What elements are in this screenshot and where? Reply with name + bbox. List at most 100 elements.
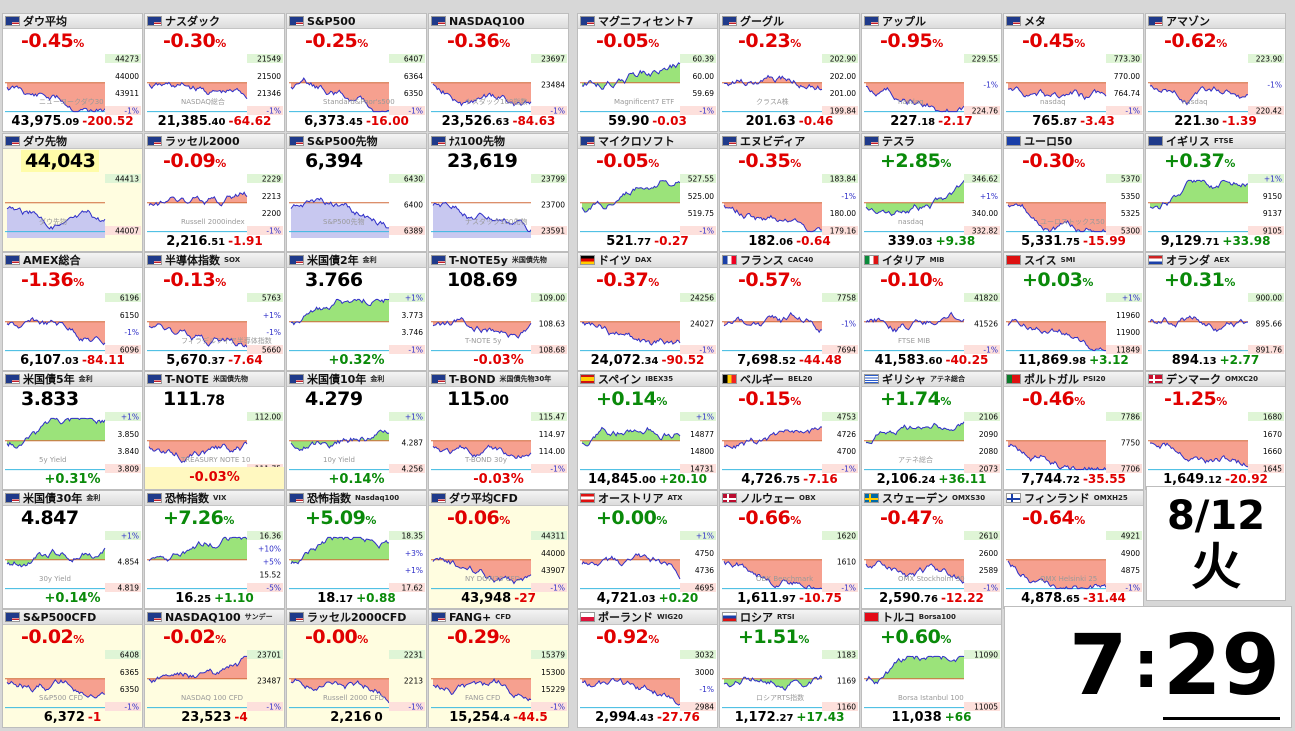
tile-main-value: -0.05% bbox=[596, 30, 659, 52]
chart-level-label: 6350 bbox=[120, 685, 139, 694]
market-tile[interactable]: T-NOTE5y 米国債先物 108.69 T-NOTE 5y 109.00 108.63… bbox=[428, 252, 569, 371]
tile-title: ノルウェー bbox=[740, 492, 795, 505]
tile-main-value: +0.14% bbox=[596, 388, 667, 410]
market-tile[interactable]: デンマーク OMXC20 -1.25% 1680 1670 1660 1645 1,649.1… bbox=[1145, 371, 1286, 490]
market-tile[interactable]: イギリス FTSE +0.37% +1% 9150 9137 9105 9,129.71 +33… bbox=[1145, 133, 1286, 252]
market-tile[interactable]: ギリシャ アテネ総合 +1.74% アテネ総合 2106 2090 2080 2073 2,10… bbox=[861, 371, 1002, 490]
market-tile[interactable]: メタ -0.45% nasdaq 773.30 770.00 764.74 -1% 765.8… bbox=[1003, 13, 1144, 132]
market-tile[interactable]: 恐怖指数 VIX +7.26% 16.36 +10% +5% 15.52 -5% 16.25 +1… bbox=[144, 490, 285, 609]
market-tile[interactable]: フィンランド OMXH25 -0.64% OMX Helsinki 25 4921 490… bbox=[1003, 490, 1144, 609]
market-tile[interactable]: ダウ平均 -0.45% ニューヨークダウ30 44273 44000 43911 -1% 43… bbox=[2, 13, 143, 132]
market-tile[interactable]: ユーロ50 -0.30% ユーロストックス50 5370 5350 5325 5300 5,3… bbox=[1003, 133, 1144, 252]
tile-header: S&P500 bbox=[287, 14, 426, 29]
market-tile[interactable]: エヌビディア -0.35% 183.84 -1% 180.00 179.16 182.06-… bbox=[719, 133, 860, 252]
percent-sign: % bbox=[790, 276, 801, 289]
market-tile[interactable]: マグニフィセント7 -0.05% Magnificent7 ETF 60.39 60.0… bbox=[577, 13, 718, 132]
market-tile[interactable]: ドイツ DAX -0.37% 24256 24027 -1% 24,072.34 -90.52 bbox=[577, 252, 718, 371]
market-tile[interactable]: ラッセル2000 -0.09% Russell 2000index 2229 2213 2… bbox=[144, 133, 285, 252]
tile-main-value: -0.46% bbox=[1022, 388, 1085, 410]
market-tile[interactable]: オーストリア ATX +0.00% +1% 4750 4736 4695 4,721.03 +0… bbox=[577, 490, 718, 609]
market-tile[interactable]: NASDAQ100 サンデー -0.02% NASDAQ 100 CFD 23701 23… bbox=[144, 609, 285, 728]
market-tile[interactable]: ダウ平均CFD -0.06% NY DOW30 CFD 44311 44000 43907… bbox=[428, 490, 569, 609]
chart-price-line bbox=[1007, 86, 1107, 101]
last-price-dec: .98 bbox=[1068, 356, 1087, 367]
us-flag-icon bbox=[147, 374, 162, 384]
chart-price-line bbox=[290, 77, 390, 113]
market-tile[interactable]: ポルトガル PSI20 -0.46% 7786 7750 7706 7,744.72 -35.… bbox=[1003, 371, 1144, 490]
chart-level-label: 44311 bbox=[541, 532, 565, 541]
last-price-int: 59.90 bbox=[608, 114, 650, 129]
market-tile[interactable]: イタリア MIB -0.10% FTSE MIB 41820 41526 -1% 41,583… bbox=[861, 252, 1002, 371]
market-tile[interactable]: FANG+ CFD -0.29% FANG CFD 15379 15300 15229 -1%… bbox=[428, 609, 569, 728]
chart-area bbox=[866, 180, 964, 216]
market-tile[interactable]: 米国債5年 金利 3.833 5y Yield +1% 3.850 3.840 3.809 +0… bbox=[2, 371, 143, 490]
market-tile[interactable]: S&P500 -0.25% Standard&Poor's500 6407 6364 63… bbox=[286, 13, 427, 132]
market-tile[interactable]: ナスダック -0.30% NASDAQ総合 21549 21500 21346 -1% 21,… bbox=[144, 13, 285, 132]
tile-header: イギリス FTSE bbox=[1146, 134, 1285, 149]
market-tile[interactable]: 米国債30年 金利 4.847 30y Yield +1% 4.854 4.819 +0.14… bbox=[2, 490, 143, 609]
market-tile[interactable]: スイス SMI +0.03% +1% 11960 11900 11849 11,869.98 +… bbox=[1003, 252, 1144, 371]
market-tile[interactable]: オランダ AEX +0.31% 900.00 895.66 891.76 894.13 +2.… bbox=[1145, 252, 1286, 371]
last-price-dec: .18 bbox=[917, 117, 936, 128]
chart-price-line bbox=[865, 311, 965, 333]
us-flag-icon bbox=[5, 493, 20, 503]
market-tile[interactable]: 米国債10年 金利 4.279 10y Yield +1% 4.287 4.256 +0.14… bbox=[286, 371, 427, 490]
market-tile[interactable]: S&P500先物 6,394 S&P500先物 6430 6400 6389 bbox=[286, 133, 427, 252]
market-tile[interactable]: S&P500CFD -0.02% S&P500 CFD 6408 6365 6350 -1%… bbox=[2, 609, 143, 728]
main-value-text: +2.85 bbox=[880, 150, 941, 172]
chart-price-line bbox=[6, 417, 106, 449]
market-tile[interactable]: ポーランド WIG20 -0.92% 3032 3000 -1% 2984 2,994.43-… bbox=[577, 609, 718, 728]
market-tile[interactable]: アップル -0.95% nasdaq 229.55 -1% 224.76 227.18 -2.… bbox=[861, 13, 1002, 132]
last-price: 765.87 bbox=[1032, 114, 1077, 129]
market-tile[interactable]: AMEX総合 -1.36% 6196 6150 -1% 6096 6,107.03 -84.1… bbox=[2, 252, 143, 371]
it-flag-icon bbox=[864, 255, 879, 265]
chart-price-line bbox=[1007, 560, 1107, 590]
last-price: 5,331.75 bbox=[1021, 234, 1080, 249]
last-price: 7,744.72 bbox=[1021, 472, 1080, 487]
price-change: -31.44 bbox=[1082, 591, 1126, 605]
tile-subtitle: OMXC20 bbox=[1225, 375, 1258, 383]
chart-area bbox=[724, 675, 822, 691]
chart-level-label: -1% bbox=[124, 328, 139, 337]
market-tile[interactable]: ﾅｽ100先物 23,619 ナスダック100先物 23799 23700 23591 bbox=[428, 133, 569, 252]
tile-title: ラッセル2000CFD bbox=[307, 611, 407, 624]
market-tile[interactable]: フランス CAC40 -0.57% 7758 -1% 7694 7,698.52 -44.48 bbox=[719, 252, 860, 371]
chart-level-label: 44413 bbox=[115, 175, 139, 184]
market-tile[interactable]: ロシア RTSI +1.51% ロシアRTS指数 1183 1169 1160 1,172.2… bbox=[719, 609, 860, 728]
market-tile[interactable]: マイクロソフト -0.05% 527.55 525.00 519.75 -1% 521.77… bbox=[577, 133, 718, 252]
market-tile[interactable]: スウェーデン OMXS30 -0.47% OMX Stockholm 30 2610 26… bbox=[861, 490, 1002, 609]
main-value-text: -0.09 bbox=[163, 150, 216, 172]
last-price: 11,869.98 bbox=[1018, 353, 1086, 368]
percent-sign: % bbox=[73, 37, 84, 50]
chart-watermark: Russell 2000index bbox=[181, 218, 245, 226]
price-change: -44.48 bbox=[798, 353, 842, 367]
tile-subtitle: VIX bbox=[213, 494, 227, 502]
tile-title: NASDAQ100 bbox=[165, 610, 241, 624]
market-tile[interactable]: アマゾン -0.62% nasdaq 223.90 -1% 220.42 221.30 -1.… bbox=[1145, 13, 1286, 132]
market-tile[interactable]: ベルギー BEL20 -0.15% 4753 4726 4700 -1% 4,726.75 -7… bbox=[719, 371, 860, 490]
market-tile[interactable]: ラッセル2000CFD -0.00% Russell 2000 CFD 2231 221… bbox=[286, 609, 427, 728]
chart-level-label: 9150 bbox=[1263, 192, 1282, 201]
market-tile[interactable]: トルコ Borsa100 +0.60% Borsa Istanbul 100 11090… bbox=[861, 609, 1002, 728]
market-tile[interactable]: 半導体指数 SOX -0.13% フィラデルフィア半導体指数 5763 +1% -1% 566… bbox=[144, 252, 285, 371]
market-tile[interactable]: スペイン IBEX35 +0.14% +1% 14877 14800 14731 14,845… bbox=[577, 371, 718, 490]
last-price: 2,994.43 bbox=[595, 710, 654, 725]
market-tile[interactable]: テスラ +2.85% nasdaq 346.62 +1% 340.00 332.82 339.… bbox=[861, 133, 1002, 252]
tile-price-row: 894.13 +2.77 bbox=[1146, 349, 1285, 368]
market-tile[interactable]: 恐怖指数 Nasdaq100 +5.09% 18.35 +3% +1% 17.62 18.17… bbox=[286, 490, 427, 609]
tile-title: マイクロソフト bbox=[598, 135, 675, 148]
percent-sign: % bbox=[790, 157, 801, 170]
chart-level-label: -1% bbox=[124, 107, 139, 116]
chart-watermark: T-BOND 30y bbox=[464, 456, 507, 464]
us-flag-icon bbox=[431, 255, 446, 265]
market-tile[interactable]: 米国債2年 金利 3.766 +1% 3.773 3.746 -1% +0.32% bbox=[286, 252, 427, 371]
market-tile[interactable]: ダウ先物 44,043 ダウ先物 44413 44007 bbox=[2, 133, 143, 252]
tile-title: メタ bbox=[1024, 15, 1046, 28]
market-tile[interactable]: ノルウェー OBX -0.66% OBX Benchmark 1620 1610 -1% 1,… bbox=[719, 490, 860, 609]
market-tile[interactable]: NASDAQ100 -0.36% ナスダック100指数 23697 23484 -1% 23… bbox=[428, 13, 569, 132]
chart-level-label: -1% bbox=[841, 320, 856, 329]
market-tile[interactable]: グーグル -0.23% クラスA株 202.90 202.00 201.00 199.84 2… bbox=[719, 13, 860, 132]
market-tile[interactable]: T-BOND 米国債先物30年 115.00 T-BOND 30y 115.47 114.… bbox=[428, 371, 569, 490]
chart-level-label: 15300 bbox=[541, 668, 565, 677]
